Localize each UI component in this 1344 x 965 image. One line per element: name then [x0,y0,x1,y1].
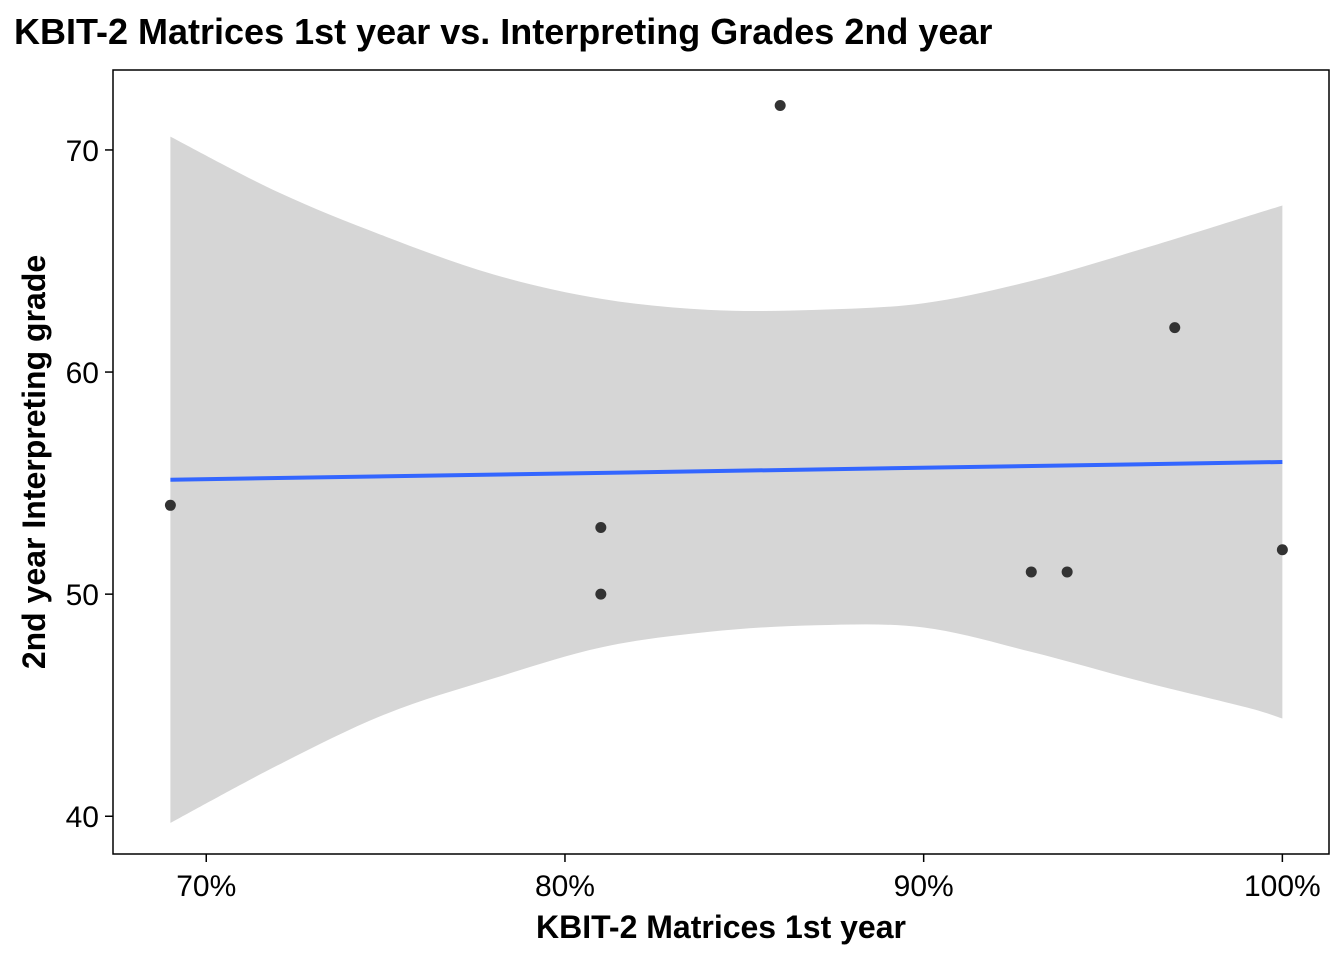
y-tick-label: 50 [66,579,99,612]
x-tick-label: 100% [1244,870,1321,903]
confidence-band-layer [170,136,1283,823]
data-point-4 [774,100,786,112]
y-axis-label: 2nd year Interpreting grade [16,255,52,669]
data-point-1 [164,499,176,511]
data-point-2 [595,522,607,534]
regression-line [170,460,1283,482]
data-point-6 [1061,566,1073,578]
y-tick-label: 60 [66,357,99,390]
x-tick-label: 70% [176,870,236,903]
x-tick-label: 90% [894,870,954,903]
confidence-band [170,136,1283,823]
y-tick-label: 40 [66,801,99,834]
fit-line-layer [170,460,1283,482]
x-axis: 70% 80% 90% 100% [176,854,1321,903]
data-point-3 [595,588,607,600]
points-layer [164,100,1288,600]
data-point-7 [1169,322,1181,334]
y-axis: 40 50 60 70 [66,135,113,834]
x-tick-label: 80% [535,870,595,903]
chart-title: KBIT-2 Matrices 1st year vs. Interpretin… [14,11,992,52]
panel-border [112,69,1330,855]
y-tick-label: 70 [66,135,99,168]
data-point-5 [1025,566,1037,578]
x-axis-label: KBIT-2 Matrices 1st year [536,909,906,945]
data-point-8 [1276,544,1288,556]
